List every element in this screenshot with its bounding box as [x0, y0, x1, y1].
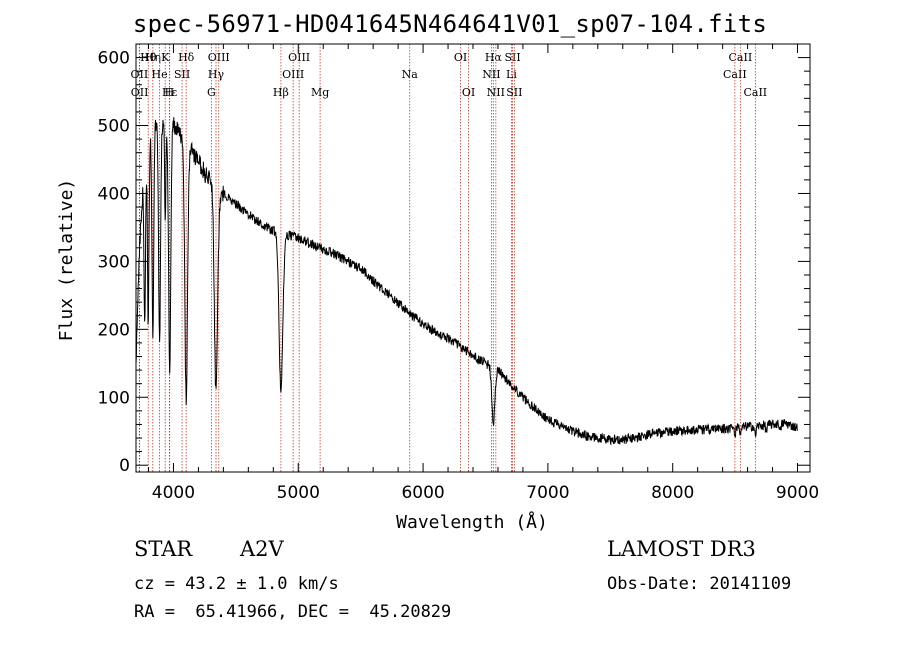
marker-label: CaII [743, 86, 767, 99]
x-tick-label: 9000 [776, 483, 819, 503]
x-axis-label: Wavelength (Å) [396, 511, 548, 533]
y-tick-label: 200 [98, 320, 130, 340]
marker-label: G [207, 86, 216, 99]
x-tick-label: 7000 [526, 483, 569, 503]
chart-title: spec-56971-HD041645N464641V01_sp07-104.f… [132, 10, 768, 38]
marker-label: Mg [311, 86, 329, 99]
object-type: STAR [134, 537, 193, 561]
axis-ticks: 4000 5000 6000 7000 8000 9000 0 100 200 300 400 500… [98, 44, 819, 503]
y-tick-label: 300 [98, 252, 130, 272]
survey-name: LAMOST DR3 [607, 537, 756, 561]
marker-label: Hη [145, 51, 161, 64]
x-tick-label: 4000 [152, 483, 195, 503]
y-tick-label: 600 [98, 49, 130, 69]
marker-label: OI [454, 51, 467, 64]
marker-label: K [161, 51, 170, 64]
marker-label: SII [504, 51, 520, 64]
marker-label: Hβ [273, 86, 289, 99]
marker-label: He [152, 68, 168, 81]
marker-label: SII [174, 68, 190, 81]
marker-label: Hγ [208, 68, 225, 81]
marker-label: CaII [723, 68, 747, 81]
marker-label: Na [402, 68, 419, 81]
marker-label: Hα [485, 51, 503, 64]
marker-label: OIII [208, 51, 230, 64]
x-tick-label: 6000 [401, 483, 444, 503]
y-tick-label: 0 [119, 456, 130, 476]
marker-label: OIII [282, 68, 304, 81]
y-tick-label: 500 [98, 117, 130, 137]
plot-frame [135, 43, 811, 473]
marker-label: CaII [729, 51, 753, 64]
spectrum-line [135, 117, 798, 446]
marker-label: NII [482, 68, 500, 81]
coordinates: RA = 65.41966, DEC = 45.20829 [134, 602, 452, 622]
observation-date: Obs-Date: 20141109 [607, 574, 792, 594]
marker-label: NII [487, 86, 505, 99]
marker-label: Li [506, 68, 517, 81]
marker-label: OII [131, 86, 149, 99]
marker-label: OIII [288, 51, 310, 64]
y-axis-label: Flux (relative) [56, 179, 77, 342]
marker-label: H [165, 86, 175, 99]
marker-label: OI [462, 86, 475, 99]
redshift-value: cz = 43.2 ± 1.0 km/s [134, 574, 339, 594]
marker-label: Hδ [178, 51, 195, 64]
y-tick-label: 100 [98, 388, 130, 408]
x-tick-label: 5000 [277, 483, 320, 503]
object-subclass: A2V [240, 537, 284, 561]
x-tick-label: 8000 [651, 483, 694, 503]
marker-label: SII [506, 86, 522, 99]
y-tick-label: 400 [98, 184, 130, 204]
